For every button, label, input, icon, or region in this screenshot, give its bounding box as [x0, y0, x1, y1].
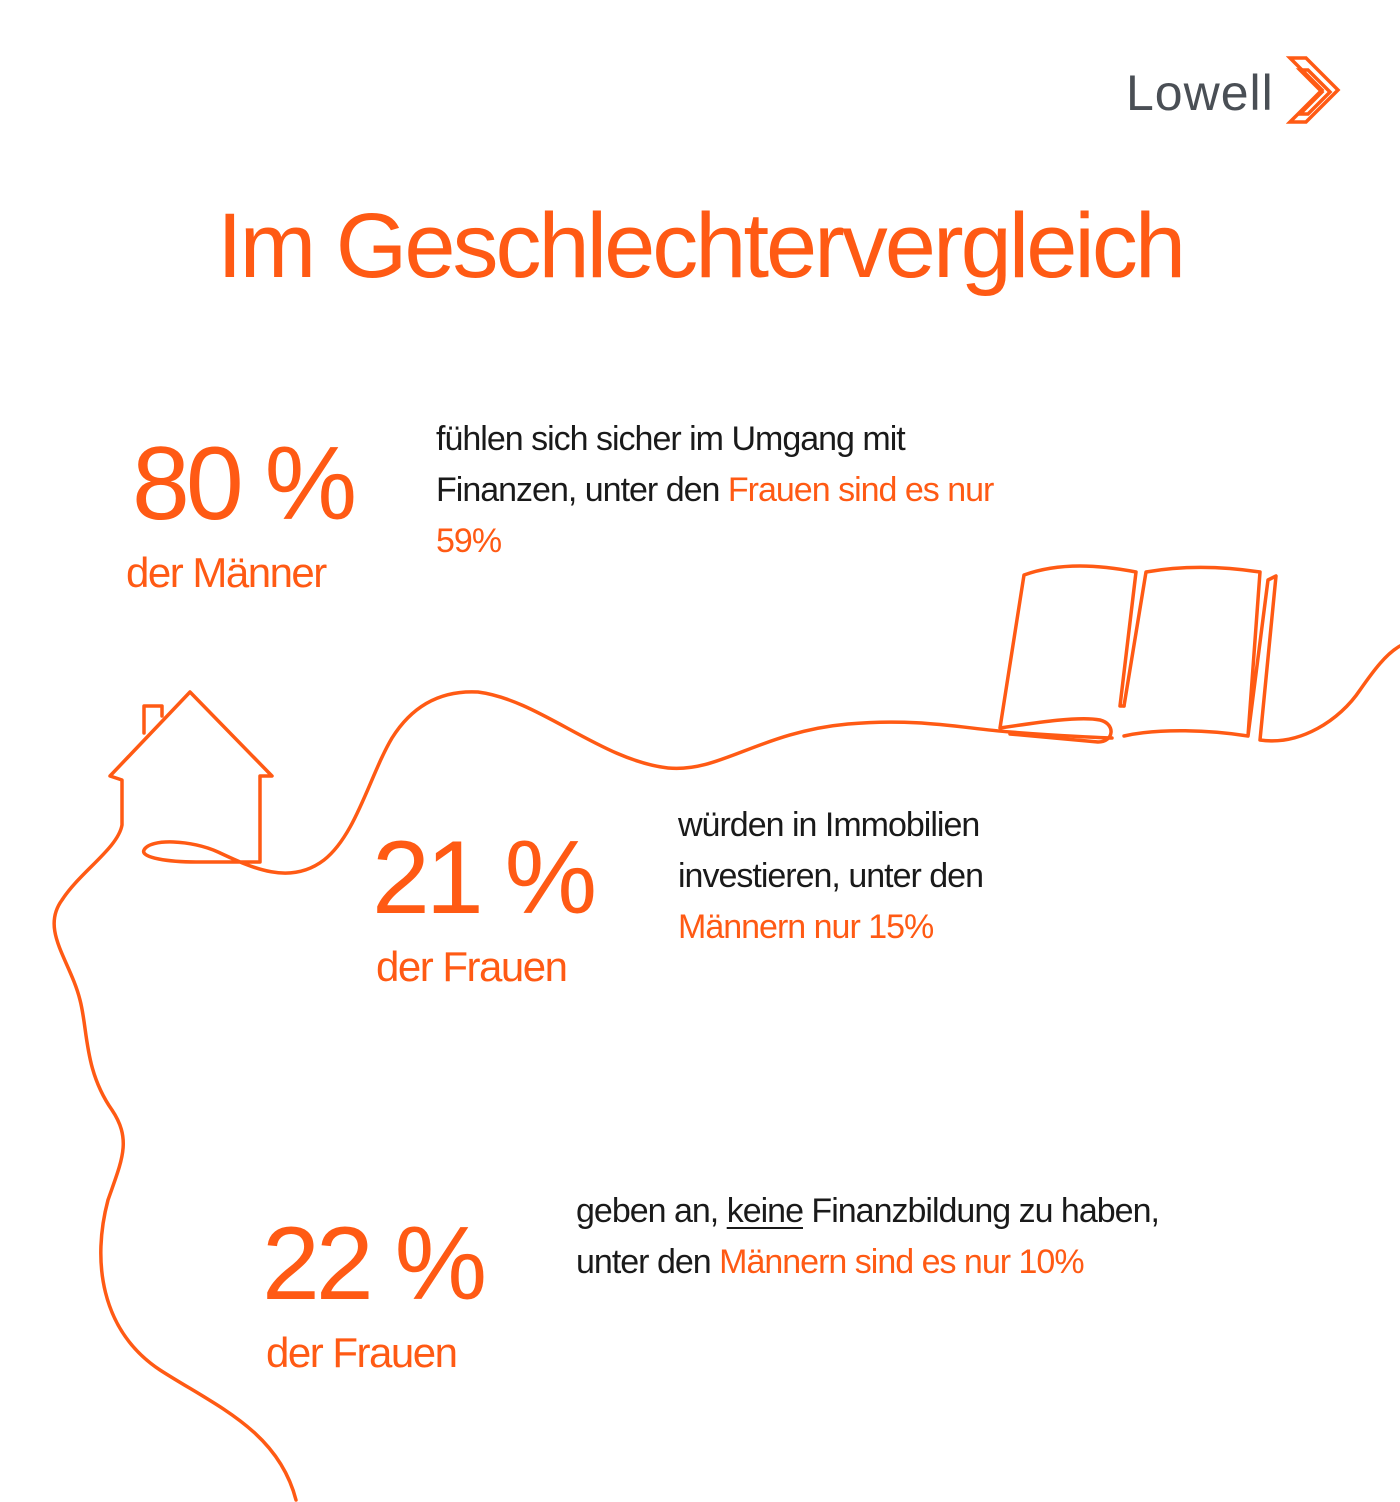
description-highlight: Männern nur 15%: [678, 908, 934, 946]
page-title: Im Geschlechtervergleich: [217, 195, 1186, 297]
stat-description-women-education: geben an, keine Finanzbildung zu haben, …: [576, 1186, 1176, 1288]
description-text: Finanzbildung zu haben, unter den: [576, 1192, 1160, 1281]
logo-text: Lowell: [1126, 65, 1274, 121]
description-text: würden in Immobilien investieren, unter …: [678, 806, 984, 895]
book-right-page: [1122, 565, 1400, 743]
description-text: geben an,: [576, 1192, 727, 1230]
description-highlight: Männern sind es nur 10%: [719, 1243, 1084, 1281]
stat-block-women-education: 22 % der Frauen: [262, 1206, 487, 1376]
stat-description-women-real-estate: würden in Immobilien investieren, unter …: [678, 800, 1058, 953]
description-highlight: Frauen sind es nur 59%: [436, 471, 994, 560]
description-text: fühlen sich sicher im Umgang mit Finanze…: [436, 420, 906, 509]
stat-value: 21 %: [372, 820, 597, 936]
stat-block-men-finance: 80 % der Männer: [126, 426, 357, 594]
lowell-logo: Lowell: [1126, 54, 1348, 132]
stat-description-men-finance: fühlen sich sicher im Umgang mit Finanze…: [436, 414, 996, 567]
stat-value: 80 %: [132, 426, 357, 542]
double-chevron-right-icon: [1285, 56, 1341, 124]
book-left-page: [998, 564, 1138, 744]
stat-label: der Männer: [126, 549, 327, 596]
stat-label: der Frauen: [266, 1329, 458, 1376]
house-chimney: [142, 704, 164, 735]
stat-label: der Frauen: [376, 943, 568, 990]
stat-value: 22 %: [262, 1206, 487, 1322]
stat-block-women-real-estate: 21 % der Frauen: [372, 820, 597, 990]
description-underlined: keine: [726, 1192, 804, 1230]
